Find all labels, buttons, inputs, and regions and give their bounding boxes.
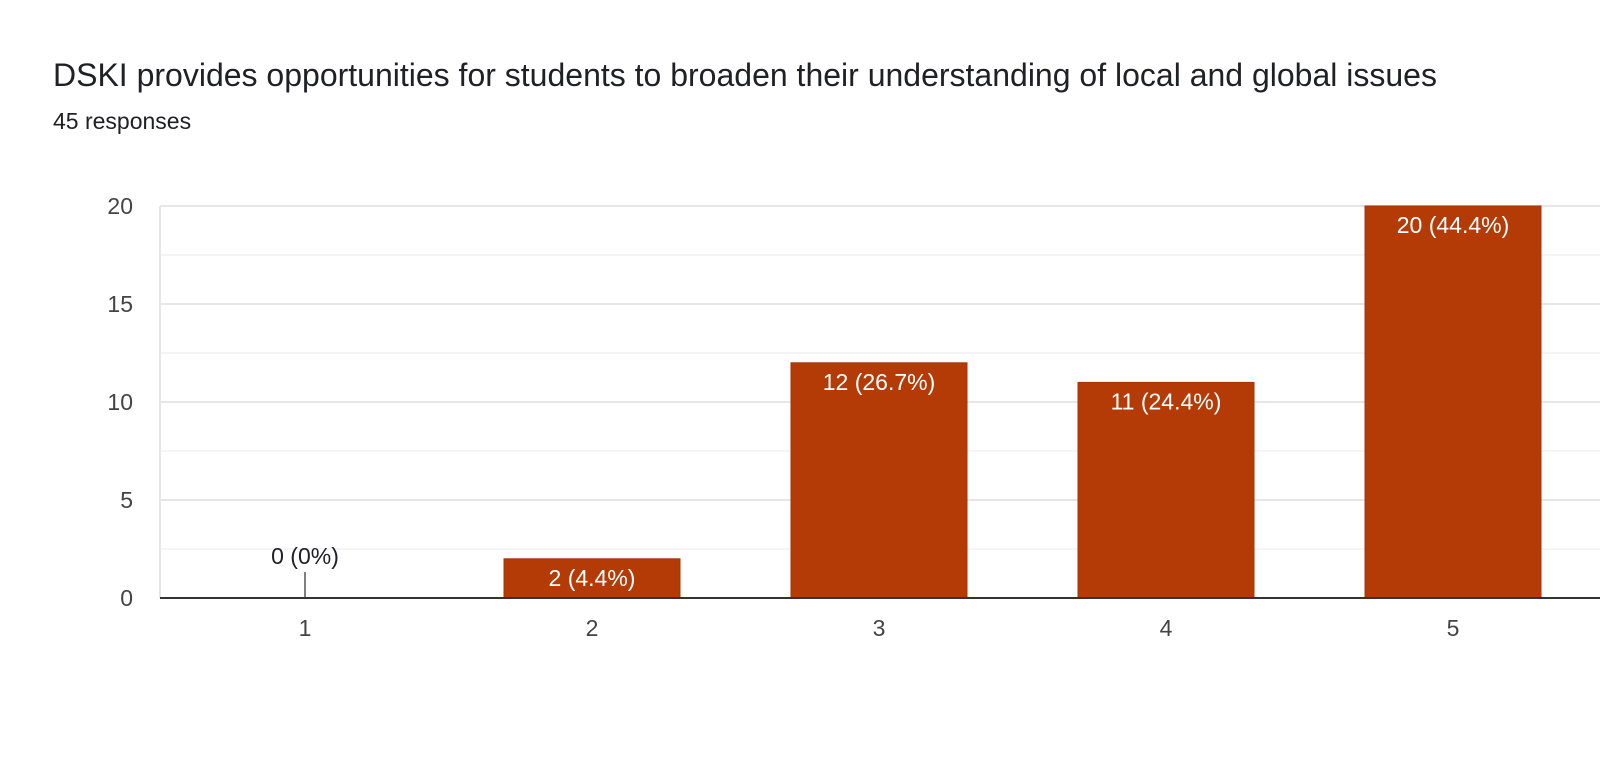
y-tick-label: 10	[107, 389, 133, 415]
data-label: 0 (0%)	[271, 543, 339, 569]
bar-5	[1364, 205, 1542, 599]
x-tick-label: 3	[873, 615, 886, 641]
y-tick-label: 0	[120, 585, 133, 611]
y-tick-label: 20	[107, 193, 133, 219]
x-tick-labels: 1 2 3 4 5	[299, 615, 1460, 641]
data-label: 2 (4.4%)	[549, 565, 636, 591]
gridlines	[159, 205, 1600, 598]
x-tick-label: 5	[1447, 615, 1460, 641]
data-label: 12 (26.7%)	[823, 369, 936, 395]
data-label: 20 (44.4%)	[1397, 212, 1510, 238]
chart-title: DSKI provides opportunities for students…	[53, 57, 1437, 93]
y-tick-labels: 0 5 10 15 20	[107, 193, 133, 611]
bar-4	[1077, 381, 1255, 599]
data-labels: 0 (0%) 2 (4.4%) 12 (26.7%) 11 (24.4%) 20 (44…	[271, 212, 1509, 591]
x-tick-label: 4	[1160, 615, 1173, 641]
data-label: 11 (24.4%)	[1111, 388, 1222, 414]
bar-3	[790, 362, 968, 599]
x-tick-label: 2	[586, 615, 599, 641]
bars	[304, 205, 1542, 599]
x-tick-label: 1	[299, 615, 312, 641]
response-count: 45 responses	[53, 108, 192, 134]
y-tick-label: 15	[107, 291, 133, 317]
y-tick-label: 5	[120, 487, 133, 513]
